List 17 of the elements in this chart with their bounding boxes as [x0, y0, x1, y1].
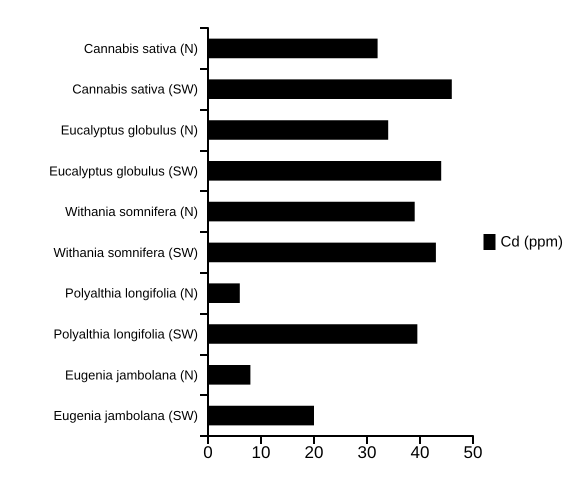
y-tick-label: Withania somnifera (SW) [54, 244, 198, 260]
x-tick-label: 30 [358, 443, 376, 462]
y-tick-label: Eugenia jambolana (SW) [53, 408, 198, 424]
x-tick-label: 10 [252, 443, 270, 462]
y-tick-label: Eucalyptus globulus (N) [60, 122, 198, 138]
y-tick-label: Eucalyptus globulus (SW) [49, 163, 198, 178]
x-tick-label: 20 [304, 443, 324, 462]
y-tick-label: Withania somnifera (N) [65, 204, 198, 220]
x-tick-label: 40 [410, 443, 430, 462]
x-tick-label: 0 [203, 443, 213, 462]
x-tick-label: 50 [464, 443, 482, 462]
y-tick-label: Polyalthia longifolia (N) [65, 286, 198, 301]
y-tick-label: Cannabis sativa (N) [84, 40, 198, 56]
y-tick-label: Polyalthia longifolia (SW) [53, 326, 198, 342]
y-tick-label: Eugenia jambolana (N) [65, 367, 198, 382]
y-tick-label: Cannabis sativa (SW) [72, 82, 198, 97]
legend-label: Cd (ppm) [500, 234, 564, 250]
